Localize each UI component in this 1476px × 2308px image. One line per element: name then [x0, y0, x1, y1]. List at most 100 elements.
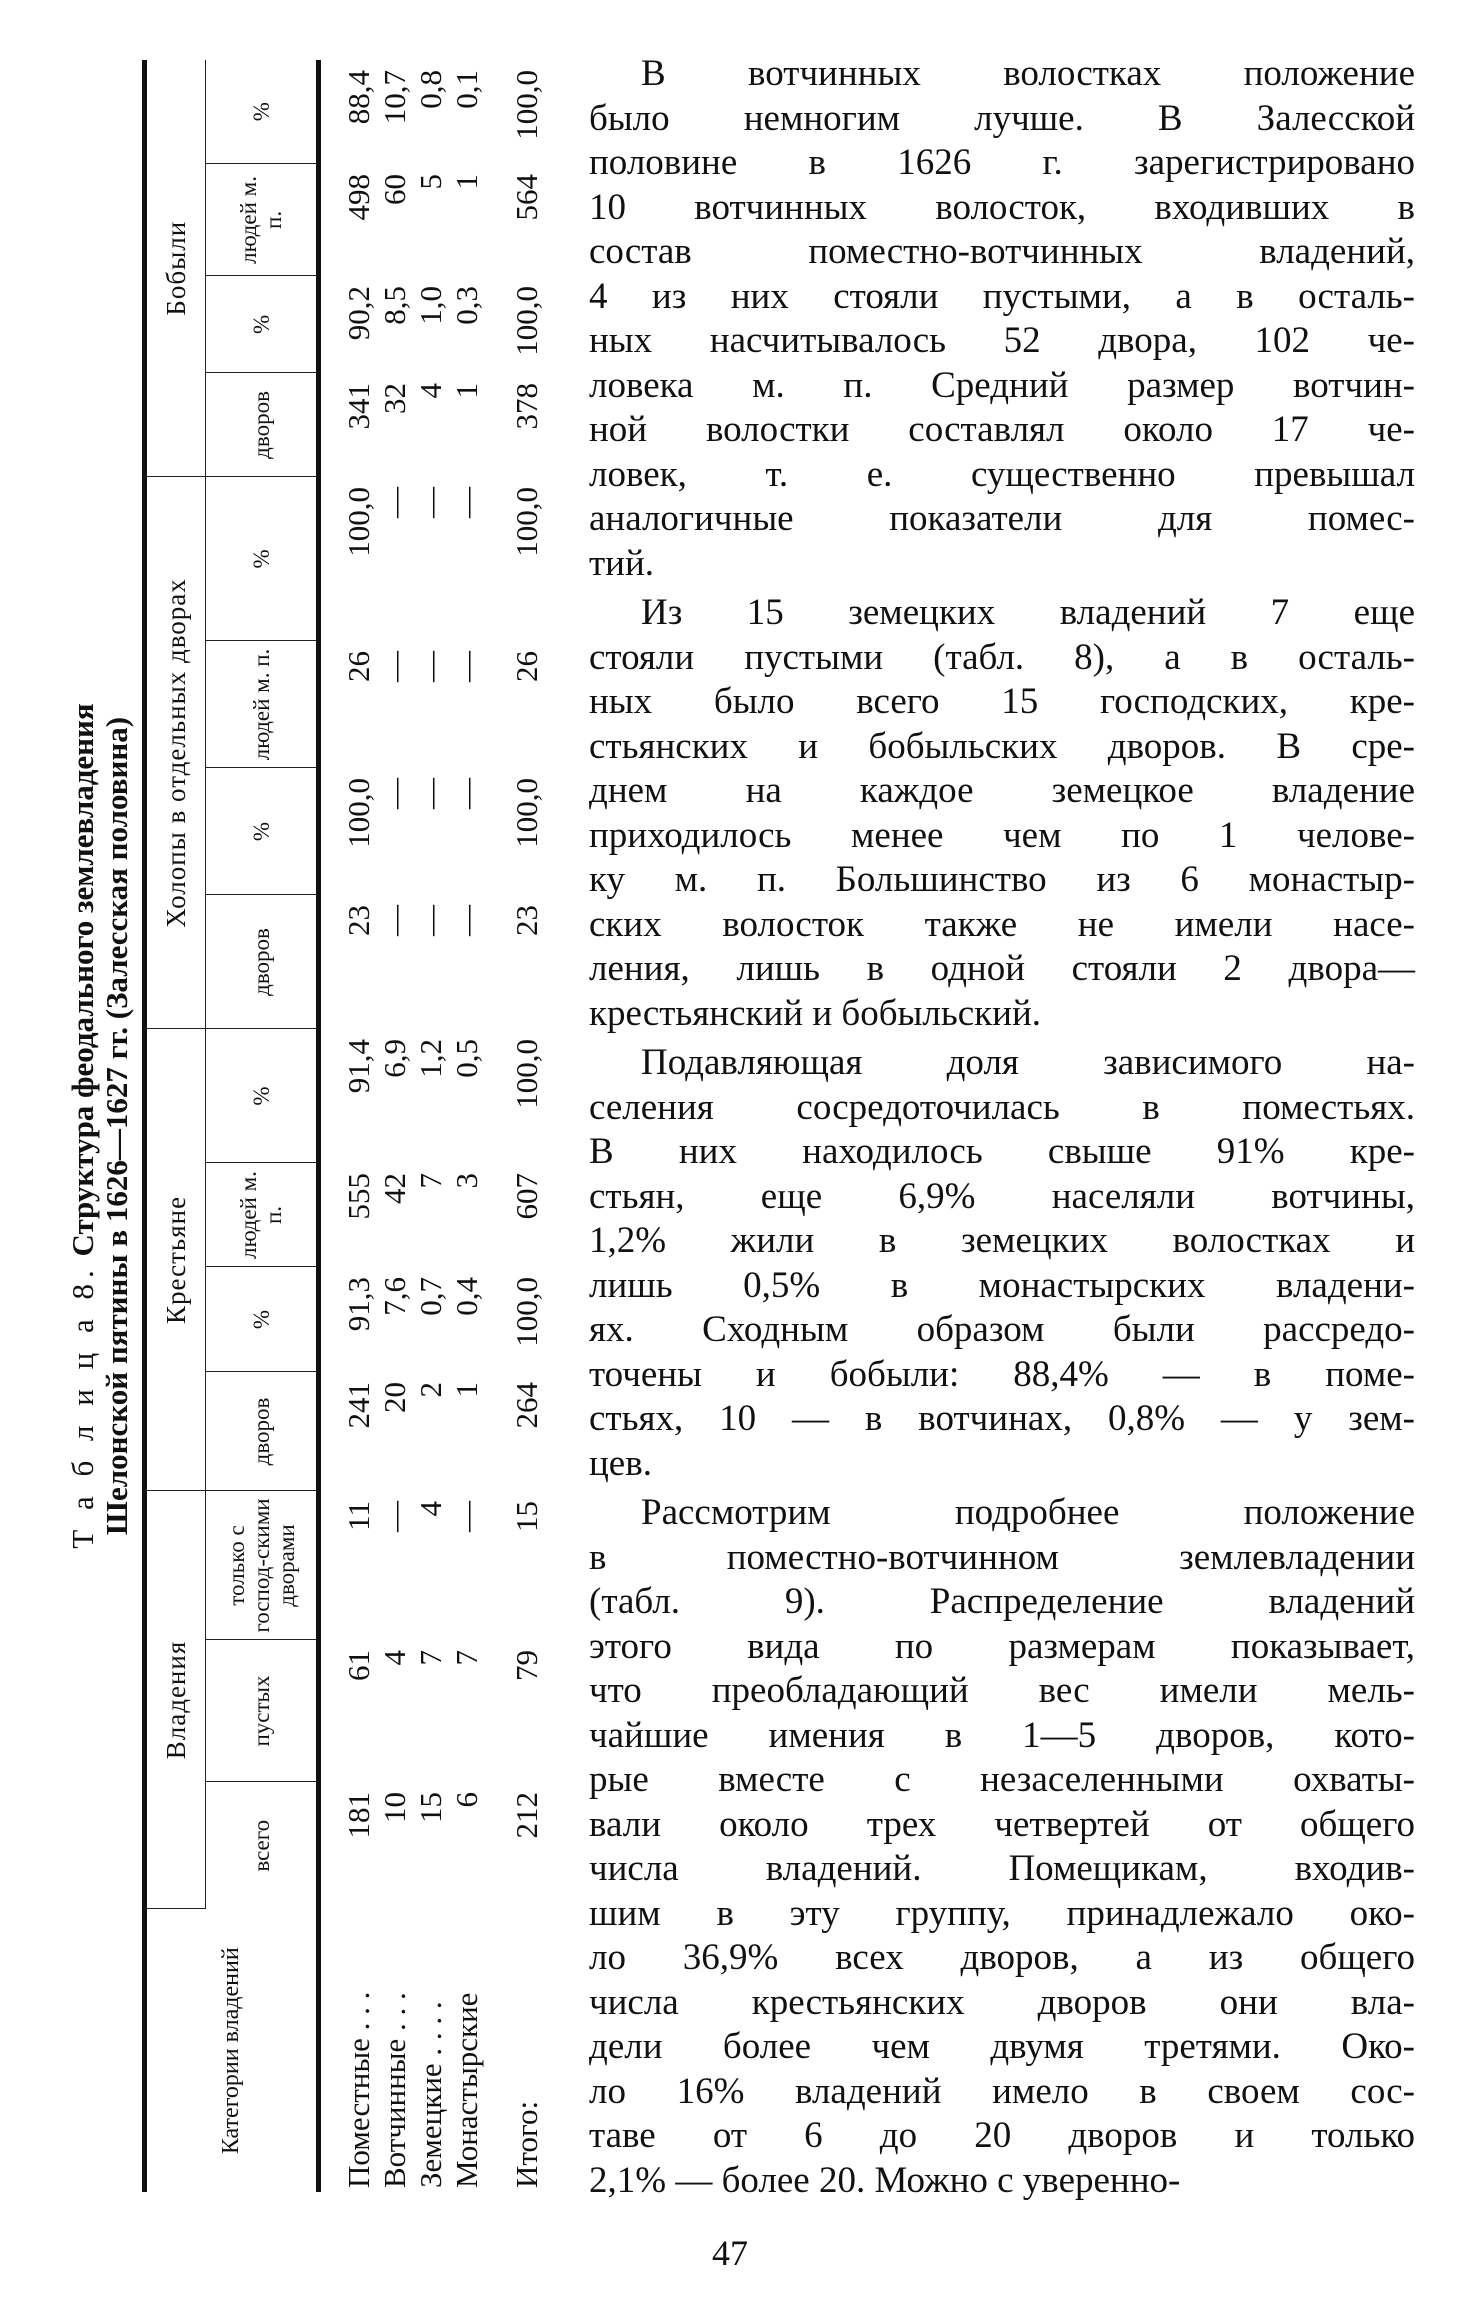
table-cell: 42 [377, 1172, 412, 1204]
text-line: числа владений. Помещикам, входив- [589, 1848, 1415, 1889]
table-cell: 1 [449, 1381, 484, 1398]
table-title-bold: Структура феодального землевладения [65, 703, 100, 1257]
text-line: ловека м. п. Средний размер вотчин- [589, 364, 1415, 406]
table-cell: 4 [413, 1500, 448, 1517]
header-row-groups: Категории владений Владения Крестьяне Холоп… [144, 59, 319, 2192]
table-label: Т а б л и ц а 8. [65, 1264, 100, 1549]
table-title: Т а б л и ц а 8. Структура феодального з… [65, 60, 100, 2192]
table-cell: 3 [449, 1172, 484, 1189]
group-header: Бобыли [144, 59, 206, 477]
table-cell: 341 [341, 382, 376, 430]
row-category: Вотчинные . . . [377, 1992, 412, 2188]
subcolumn-header: % [205, 59, 319, 164]
table-cell: — [449, 486, 484, 518]
text-line: тий. [589, 542, 655, 584]
text-line: ях. Сходным образом были рассредо- [589, 1309, 1415, 1350]
table-cell: 23 [341, 904, 376, 936]
paragraph: Рассмотрим подробнее положение в поместно… [589, 1491, 1415, 2203]
table-subtitle: Шелонской пятины в 1626—1627 гг. (Залесс… [99, 716, 134, 1536]
table-cell: 10,7 [377, 69, 412, 125]
table-cell: — [377, 650, 412, 682]
text-line: что преобладающий вес имели мель- [589, 1670, 1415, 1711]
text-line: стьян, еще 6,9% населяли вотчины, [589, 1175, 1415, 1217]
text-line: стьянских и бобыльских дворов. В сре- [589, 725, 1415, 767]
table-cell: 26 [341, 650, 376, 682]
table-row: Земецкие . . . . 15 7 4 2 0,7 7 1,2 — — — — 4 1,0 5 0,8 [413, 60, 449, 2192]
table-cell: 0,5 [449, 1038, 484, 1078]
total-cell: 212 [509, 1792, 544, 1839]
total-cell: 564 [509, 173, 544, 221]
group-header: Владения [144, 1490, 206, 1909]
table-cell: 2 [413, 1381, 448, 1398]
table-cell: — [413, 904, 448, 936]
total-cell: 100,0 [509, 486, 544, 557]
table-cell: — [449, 777, 484, 809]
text-line: этого вида по размерам показывает, [589, 1625, 1415, 1667]
text-line: ку м. п. Большинство из 6 монастыр- [589, 859, 1415, 900]
text-line: ной волостки составлял около 17 че- [589, 409, 1415, 450]
table-row: Вотчинные . . . 10 4 — 20 7,6 42 6,9 — — — — 32 8,5 60… [377, 60, 413, 2192]
subcolumn-header: % [205, 1266, 319, 1372]
total-cell: 100,0 [509, 1038, 544, 1109]
body-text: В вотчинных волостках положение было немн… [589, 52, 1415, 2208]
table-cell: 8,5 [377, 285, 412, 325]
text-line: состав поместно-вотчинных владений, [589, 231, 1415, 272]
table-cell: 0,3 [449, 285, 484, 325]
table-cell: 6 [449, 1792, 484, 1808]
text-line: 1,2% жили в земецких волостках и [589, 1220, 1415, 1261]
text-line: чайшие имения в 1—5 дворов, кото- [589, 1714, 1415, 1756]
text-line: селения сосредоточилась в поместьях. [589, 1086, 1415, 1128]
spacer [319, 60, 342, 2192]
paragraph: Подавляющая доля зависимого на-селения с… [589, 1041, 1415, 1486]
total-cell: 26 [509, 650, 544, 682]
table-cell: 88,4 [341, 69, 376, 125]
subcolumn-header: дворов [205, 894, 319, 1029]
table-cell: — [449, 904, 484, 936]
text-line: точены и бобыли: 88,4% — в поме- [589, 1353, 1415, 1395]
table-cell: 6,9 [377, 1038, 412, 1078]
text-line: таве от 6 до 20 дворов и только [589, 2115, 1415, 2156]
text-line: ло 36,9% всех дворов, а из общего [589, 1937, 1415, 1978]
table-cell: 61 [341, 1650, 376, 1681]
table-cell: 7 [449, 1650, 484, 1666]
text-line: (табл. 9). Распределение владений [589, 1581, 1415, 1622]
table-cell: — [449, 1500, 484, 1532]
row-category: Земецкие . . . . [413, 2001, 448, 2188]
table-cell: 1,2 [413, 1038, 448, 1078]
table-cell: 1 [449, 173, 484, 190]
table-cell: — [377, 486, 412, 518]
total-cell: 100,0 [509, 1276, 544, 1347]
subcolumn-header: людей м. п. [205, 163, 319, 276]
table-cell: 0,4 [449, 1276, 484, 1316]
total-cell: 607 [509, 1172, 544, 1220]
text-line: ления, лишь в одной стояли 2 двора— [589, 948, 1415, 989]
table-cell: 0,1 [449, 69, 484, 109]
text-line: цев. [589, 1442, 652, 1484]
subcolumn-header: % [205, 476, 319, 641]
table-cell: 498 [341, 173, 376, 221]
table-cell: 4 [377, 1650, 412, 1666]
text-line: 4 из них стояли пустыми, а в осталь- [589, 275, 1415, 317]
table-cell: — [377, 1500, 412, 1532]
subcolumn-header: % [205, 767, 319, 895]
table-cell: 91,3 [341, 1276, 376, 1332]
table-cell: 0,7 [413, 1276, 448, 1316]
text-line: ных было всего 15 господских, кре- [589, 681, 1415, 722]
subcolumn-header: дворов [205, 372, 319, 477]
total-cell: 100,0 [509, 285, 544, 356]
table-cell: 7 [413, 1650, 448, 1666]
table-cell: — [413, 650, 448, 682]
text-line: 10 вотчинных волосток, входивших в [589, 186, 1415, 228]
spacer [485, 60, 509, 2192]
table-cell: 555 [341, 1172, 376, 1220]
table-cell: 7,6 [377, 1276, 412, 1316]
text-line: лишь 0,5% в монастырских владени- [589, 1264, 1415, 1306]
page-number: 47 [712, 2233, 748, 2273]
table-cell: — [449, 650, 484, 682]
row-category: Поместные . . . [341, 1991, 376, 2188]
text-line: ских волосток также не имели насе- [589, 903, 1415, 945]
header-row-subcolumns: всего пустых только с господ-скими дворами… [205, 59, 319, 2192]
table-cell: 1 [449, 382, 484, 399]
table-cell: 10 [377, 1792, 412, 1823]
text-line: шим в эту группу, принадлежало око- [589, 1892, 1415, 1934]
